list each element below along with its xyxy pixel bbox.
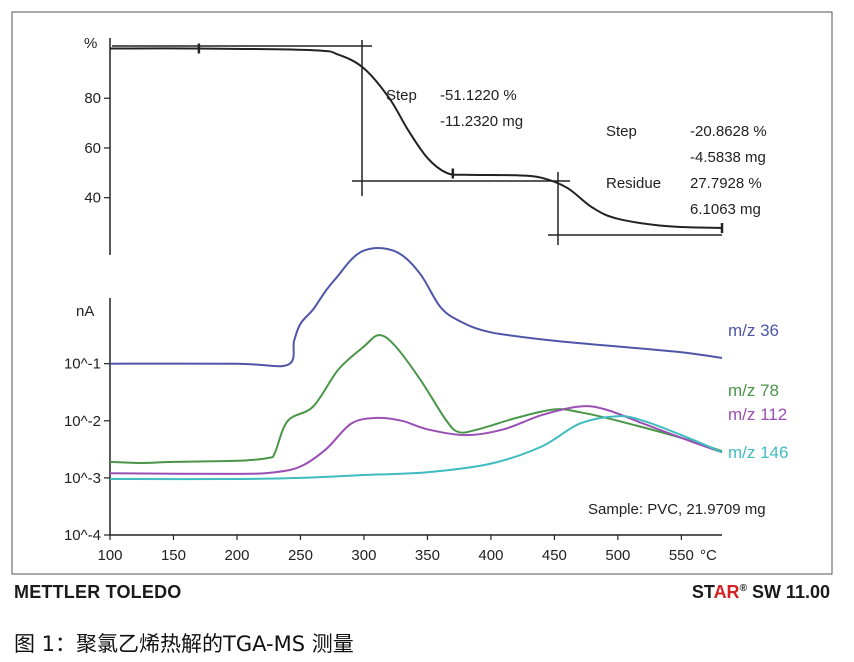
x-unit: °C	[700, 547, 717, 564]
series-label-mz146: m/z 146	[728, 443, 788, 462]
residue-value-percent: 27.7928 %	[690, 175, 762, 192]
series-label-mz36: m/z 36	[728, 321, 779, 340]
tga-y-tick-label: 40	[84, 190, 101, 207]
ms-series-line	[109, 247, 723, 368]
step1-annotation: Step -51.1220 % -11.2320 mg	[386, 87, 523, 130]
tga-y-tick-label: 60	[84, 140, 101, 157]
residue-annotation: Residue 27.7928 % 6.1063 mg	[606, 175, 762, 218]
ms-series-line	[109, 334, 723, 465]
registered-mark: ®	[739, 583, 747, 594]
tga-curve	[109, 47, 723, 229]
series-group	[109, 43, 724, 481]
residue-label: Residue	[606, 175, 661, 192]
step1-label: Step	[386, 87, 417, 104]
ms-y-tick-label: 10^-1	[64, 356, 101, 373]
x-tick-label: 350	[415, 547, 440, 564]
step1-value-percent: -51.1220 %	[440, 87, 517, 104]
residue-value-mg: 6.1063 mg	[690, 201, 761, 218]
x-tick-label: 550	[669, 547, 694, 564]
ms-y-unit: nA	[76, 303, 94, 320]
ms-y-tick-label: 10^-3	[64, 470, 101, 487]
ms-y-tick-label: 10^-4	[64, 527, 101, 544]
ms-y-tick-label: 10^-2	[64, 413, 101, 430]
step2-value-mg: -4.5838 mg	[690, 149, 766, 166]
software-version: SW 11.00	[746, 582, 830, 602]
x-tick-label: 150	[161, 547, 186, 564]
sample-annotation: Sample: PVC, 21.9709 mg	[588, 501, 766, 518]
tga-y-tick-label: 80	[84, 90, 101, 107]
x-tick-label: 250	[288, 547, 313, 564]
step2-label: Step	[606, 123, 637, 140]
x-tick-label: 450	[542, 547, 567, 564]
x-tick-label: 400	[478, 547, 503, 564]
software-accent: AR	[713, 582, 740, 602]
step2-value-percent: -20.8628 %	[690, 123, 767, 140]
step2-annotation: Step -20.8628 % -4.5838 mg	[606, 123, 767, 166]
step1-value-mg: -11.2320 mg	[440, 113, 523, 130]
axes	[109, 38, 722, 536]
series-label-mz112: m/z 112	[728, 405, 787, 424]
software-label: STAR® SW 11.00	[692, 582, 830, 603]
figure-caption: 图 1：聚氯乙烯热解的TGA-MS 测量	[14, 632, 354, 656]
series-label-mz78: m/z 78	[728, 381, 779, 400]
x-ticks: 100 150 200 250 300 350 400 450 500 550	[97, 535, 694, 564]
brand-label: METTLER TOLEDO	[14, 582, 182, 602]
ms-y-ticks: 10^-1 10^-2 10^-3 10^-4	[64, 356, 110, 544]
tga-y-unit: %	[84, 35, 97, 52]
software-prefix: ST	[691, 582, 714, 602]
x-tick-label: 200	[224, 547, 249, 564]
x-tick-label: 100	[97, 547, 122, 564]
x-tick-label: 300	[351, 547, 376, 564]
ms-series-line	[109, 405, 723, 475]
chart-border	[11, 11, 833, 575]
ms-series-line	[109, 415, 723, 481]
x-tick-label: 500	[605, 547, 630, 564]
tga-y-ticks: 40 60 80	[84, 90, 110, 207]
